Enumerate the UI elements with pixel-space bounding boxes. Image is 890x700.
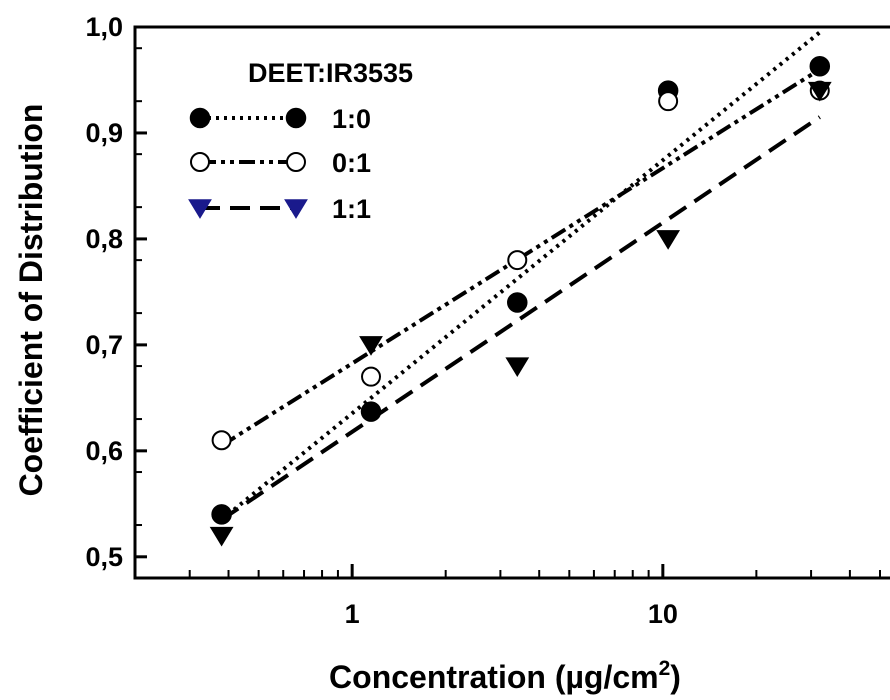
x-axis: 1 10 [134,564,881,629]
fit-lines [220,30,822,522]
y-tick-label: 0,5 [85,542,123,572]
data-point-0-1 [211,430,232,451]
x-axis-title: Concentration (µg/cm2) [329,657,681,695]
data-point-1-0 [211,504,232,525]
fit-line-1-0 [220,30,822,522]
data-point-1-1 [209,526,234,547]
legend-marker-0-1 [190,152,210,172]
y-tick-label: 0,6 [85,436,123,466]
plot-frame [133,25,890,580]
data-point-0-1 [507,250,528,271]
y-axis: 0,5 0,6 0,7 0,8 0,9 1,0 [85,12,147,579]
y-axis-title: Coefficient of Distribution [13,104,49,497]
fit-line-1-1 [220,115,821,522]
y-tick-label: 0,8 [85,224,123,254]
legend-title: DEET:IR3535 [248,58,413,88]
data-point-1-1 [359,336,383,356]
x-tick-label: 1 [345,599,360,629]
data-point-0-1 [361,366,382,387]
data-point-1-0 [809,55,831,77]
data-point-1-0 [360,401,382,422]
x-axis-title-suffix: ) [670,659,681,695]
data-point-1-1 [656,230,681,250]
x-tick-label: 10 [648,599,678,629]
legend-marker-1-0 [189,107,211,129]
legend-label: 1:0 [332,104,371,134]
data-point-1-1 [505,357,530,377]
data-markers [209,55,832,547]
legend-label: 0:1 [332,148,371,178]
y-tick-label: 0,7 [85,330,123,360]
legend: DEET:IR3535 1:0 0:1 1:1 [188,58,413,224]
legend-marker-1-0 [285,107,307,129]
legend-marker-1-1 [284,199,308,219]
data-point-0-1 [658,91,679,112]
legend-marker-0-1 [286,152,306,172]
plot-border [133,25,890,580]
x-axis-title-main: Concentration (µg/cm [329,659,659,695]
x-axis-title-superscript: 2 [659,657,671,680]
legend-marker-1-1 [188,199,212,219]
y-tick-label: 0,9 [85,118,123,148]
data-point-1-0 [507,292,528,313]
y-tick-label: 1,0 [85,12,123,42]
data-point-1-1 [807,81,832,102]
legend-label: 1:1 [332,194,371,224]
